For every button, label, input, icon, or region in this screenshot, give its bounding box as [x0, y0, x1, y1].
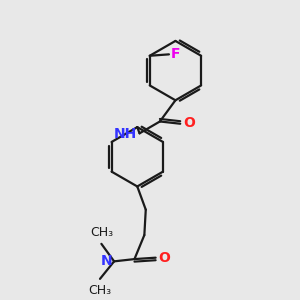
Text: N: N	[101, 254, 113, 268]
Text: O: O	[158, 251, 170, 265]
Text: F: F	[171, 47, 181, 61]
Text: NH: NH	[114, 128, 137, 142]
Text: CH₃: CH₃	[88, 284, 112, 297]
Text: O: O	[183, 116, 195, 130]
Text: CH₃: CH₃	[90, 226, 113, 239]
